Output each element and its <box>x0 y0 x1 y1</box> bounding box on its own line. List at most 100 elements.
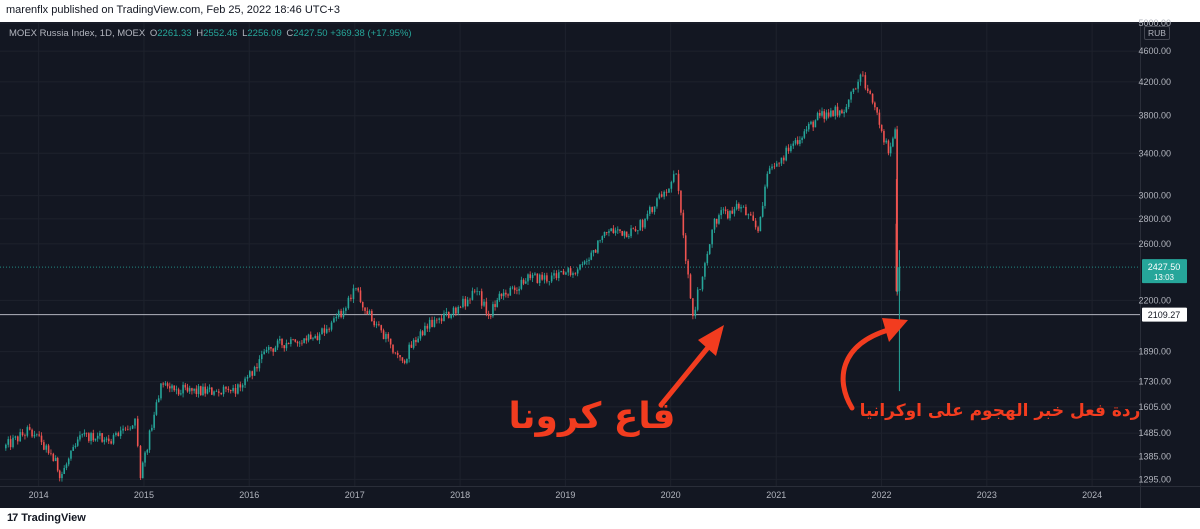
candle <box>823 108 826 123</box>
candle <box>713 217 716 234</box>
candle <box>431 316 433 328</box>
candle <box>459 305 462 309</box>
candle <box>318 332 321 344</box>
y-tick-label: 1385.00 <box>1138 452 1171 462</box>
candle-body <box>869 91 871 94</box>
candle <box>301 339 303 346</box>
candle <box>594 248 597 253</box>
candle-body <box>773 166 776 168</box>
candle <box>880 124 883 133</box>
candle-body <box>859 74 862 82</box>
candle <box>160 383 162 401</box>
low-value: 2256.09 <box>247 28 282 39</box>
candle-body <box>99 433 101 436</box>
candle-body <box>199 386 202 396</box>
candle-body <box>677 173 680 191</box>
candle <box>92 429 95 442</box>
candle <box>801 136 803 144</box>
candle-body <box>21 432 24 436</box>
candle <box>619 229 621 234</box>
candle-body <box>684 235 687 261</box>
open-label: O <box>149 28 158 39</box>
candle-body <box>90 433 92 441</box>
candle-body <box>694 309 697 317</box>
currency-badge[interactable]: RUB <box>1144 26 1170 40</box>
candle-body <box>312 338 314 340</box>
candle-body <box>796 140 799 144</box>
candle <box>342 307 345 320</box>
candle <box>478 291 481 296</box>
candle-body <box>799 140 801 144</box>
candle-body <box>531 274 534 279</box>
candle-body <box>680 190 682 213</box>
candle <box>656 197 658 209</box>
candle-body <box>107 438 110 442</box>
candle <box>520 276 523 291</box>
tradingview-logo[interactable]: 17 TradingView <box>7 512 86 524</box>
candle <box>502 289 505 300</box>
candle <box>408 342 410 363</box>
candle-body <box>144 452 146 463</box>
candle-body <box>7 439 10 445</box>
x-tick-label: 2024 <box>1082 490 1102 500</box>
candle <box>623 230 626 239</box>
candle <box>389 338 392 349</box>
candle-body <box>864 75 867 89</box>
candle-body <box>656 198 658 207</box>
candle-body <box>188 388 191 392</box>
candle-body <box>819 112 821 116</box>
candle-body <box>378 324 380 326</box>
candle <box>608 229 610 237</box>
candle <box>814 119 817 128</box>
candle <box>67 457 70 467</box>
chart-area[interactable] <box>0 22 1200 508</box>
candle <box>885 138 887 144</box>
candle <box>796 136 799 146</box>
candle-body <box>394 352 397 354</box>
candle <box>433 316 436 328</box>
candle-body <box>628 236 630 238</box>
high-value: 2552.46 <box>203 28 238 39</box>
candle-body <box>305 338 308 341</box>
candle <box>144 451 146 467</box>
candle <box>26 425 29 438</box>
candle <box>473 288 476 294</box>
candle-body <box>534 273 536 275</box>
candle <box>565 271 567 276</box>
candle-body <box>883 130 885 143</box>
candle <box>653 206 656 215</box>
candle-body <box>43 442 45 450</box>
candle-body <box>186 387 189 392</box>
candle-body <box>105 438 108 440</box>
candle <box>7 436 10 448</box>
candle <box>151 424 153 432</box>
candle-body <box>487 313 490 317</box>
candle <box>644 218 646 230</box>
candle <box>550 272 553 284</box>
candle-body <box>801 137 803 141</box>
candle-body <box>94 438 97 441</box>
candle-body <box>614 230 617 234</box>
candle-body <box>101 433 103 442</box>
candle-body <box>285 343 288 349</box>
candle <box>276 338 279 351</box>
candle <box>529 271 531 281</box>
candle-body <box>731 210 734 214</box>
candle-body <box>790 145 792 152</box>
candle <box>415 336 417 346</box>
candle <box>410 341 413 349</box>
candle-body <box>117 432 120 437</box>
candle-body <box>850 92 852 100</box>
candle-body <box>505 292 507 295</box>
candle-body <box>175 389 178 391</box>
candle-body <box>401 357 404 361</box>
candle-body <box>553 273 555 276</box>
candle-body <box>239 384 242 388</box>
candle <box>462 295 464 309</box>
candle-body <box>847 99 850 107</box>
candle <box>215 389 218 392</box>
candle <box>175 385 178 395</box>
candle <box>787 144 790 154</box>
candle-body <box>385 333 387 340</box>
